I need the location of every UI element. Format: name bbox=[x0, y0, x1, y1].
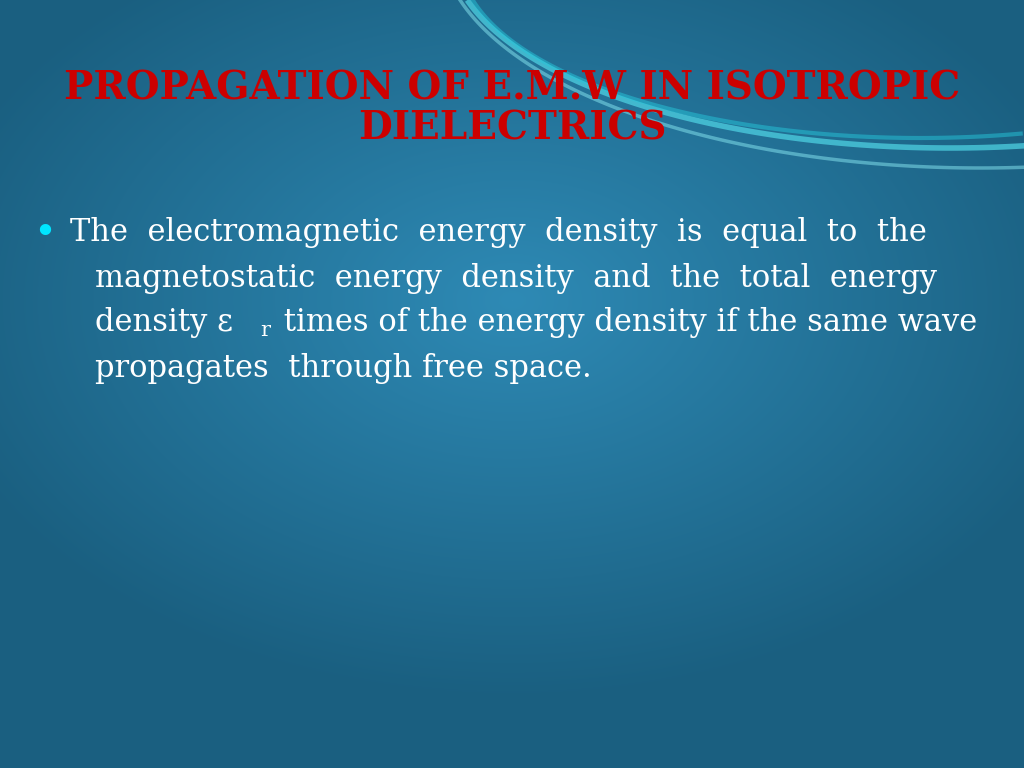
Text: DIELECTRICS: DIELECTRICS bbox=[357, 109, 667, 147]
Text: times of the energy density if the same wave: times of the energy density if the same … bbox=[274, 307, 977, 339]
Text: •: • bbox=[34, 214, 56, 252]
Text: density ε: density ε bbox=[95, 307, 233, 339]
Text: r: r bbox=[260, 320, 270, 339]
Text: magnetostatic  energy  density  and  the  total  energy: magnetostatic energy density and the tot… bbox=[95, 263, 937, 293]
Text: The  electromagnetic  energy  density  is  equal  to  the: The electromagnetic energy density is eq… bbox=[70, 217, 927, 249]
Text: propagates  through free space.: propagates through free space. bbox=[95, 353, 592, 383]
Text: PROPAGATION OF E.M.W IN ISOTROPIC: PROPAGATION OF E.M.W IN ISOTROPIC bbox=[63, 69, 961, 107]
